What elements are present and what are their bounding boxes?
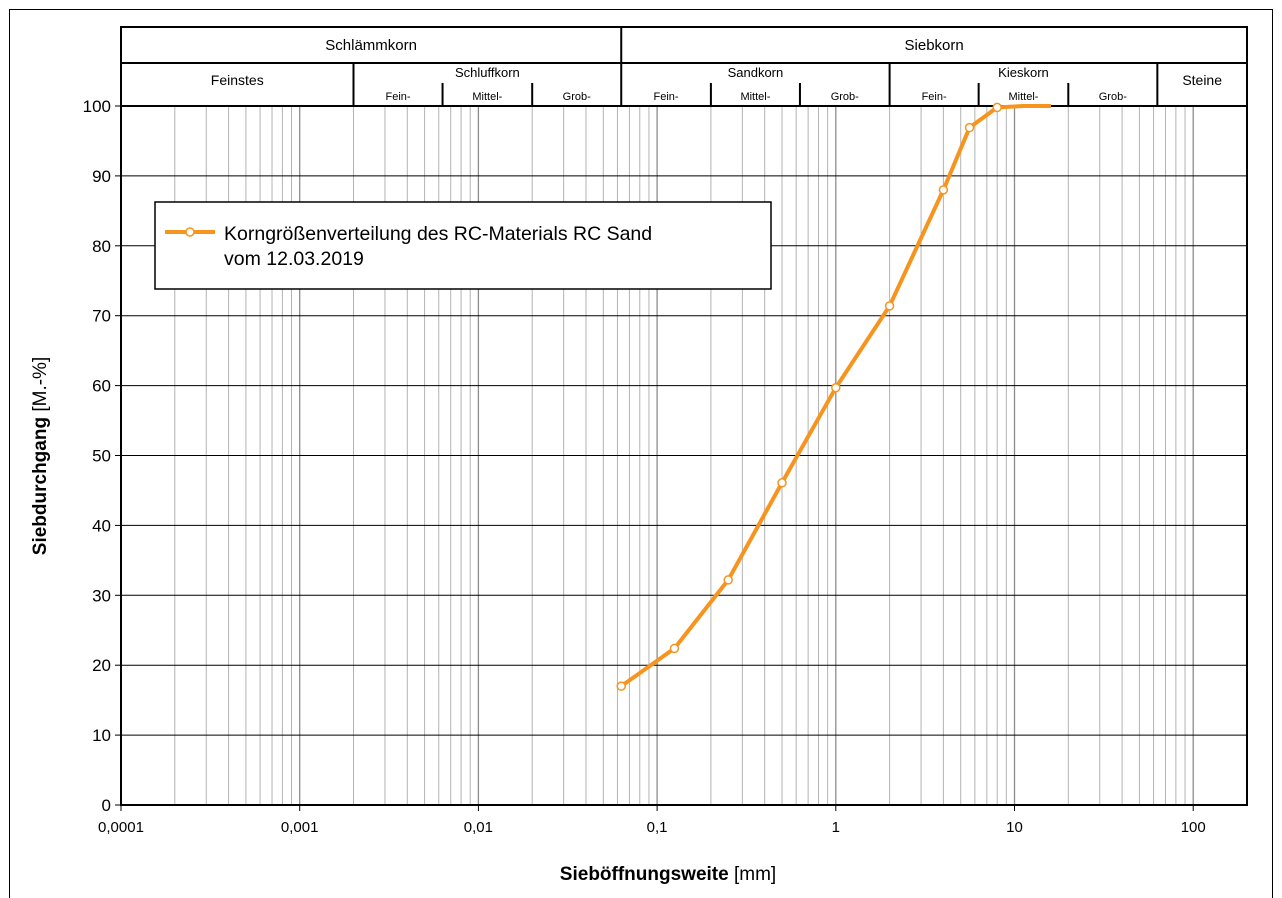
header-group-label: Steine xyxy=(1182,72,1222,88)
header-group-label: Schluffkorn xyxy=(455,65,520,80)
header-sub-label: Fein- xyxy=(922,91,947,103)
series-layer xyxy=(616,102,1051,691)
header-group-label: Feinstes xyxy=(211,72,264,88)
data-point xyxy=(777,478,787,488)
axes-layer: 0 10 20 30 40 50 60 70 80 90 100 0,0001 0,001 0,01 0,1… xyxy=(83,97,1248,836)
plot-border xyxy=(120,105,1248,806)
legend: Korngrößenverteilung des RC-Materials RC… xyxy=(154,201,772,290)
legend-box xyxy=(154,201,772,290)
data-point xyxy=(831,382,841,393)
y-tick-label: 90 xyxy=(92,167,111,186)
header-sub-label: Grob- xyxy=(563,91,591,103)
header-sub-label: Mittel- xyxy=(472,91,502,103)
header-group-label: Kieskorn xyxy=(998,65,1049,80)
header-group-label: Sandkorn xyxy=(728,65,784,80)
x-tick-label: 0,1 xyxy=(647,819,668,836)
data-point xyxy=(723,575,733,585)
y-tick-label: 100 xyxy=(83,97,111,116)
legend-label: Korngrößenverteilung des RC-Materials RC… xyxy=(224,223,652,245)
figure-frame xyxy=(9,9,1273,898)
header-top-label: Siebkorn xyxy=(905,37,964,54)
header-sub-label: Fein- xyxy=(385,91,410,103)
y-tick-label: 30 xyxy=(92,586,111,605)
y-tick-label: 60 xyxy=(92,377,111,396)
data-point xyxy=(616,681,626,691)
x-tick-label: 0,01 xyxy=(464,819,493,836)
header-sub-label: Mittel- xyxy=(740,91,770,103)
y-tick-label: 70 xyxy=(92,307,111,326)
header-sub-label: Fein- xyxy=(654,91,679,103)
legend-label: vom 12.03.2019 xyxy=(224,248,364,270)
y-axis-title: Siebdurchgang [M.-%] xyxy=(30,357,51,555)
header-sub-label: Grob- xyxy=(1099,91,1127,103)
x-tick-label: 100 xyxy=(1181,819,1206,836)
header-box xyxy=(120,26,1248,107)
data-point xyxy=(884,301,895,311)
x-axis-title: Sieböffnungsweite [mm] xyxy=(560,864,776,885)
header-sub-label: Mittel- xyxy=(1008,91,1038,103)
data-point xyxy=(669,643,680,654)
x-tick-label: 10 xyxy=(1006,819,1023,836)
header-top-label: Schlämmkorn xyxy=(325,37,417,54)
y-tick-label: 10 xyxy=(92,726,111,745)
y-tick-label: 20 xyxy=(92,656,111,675)
data-point xyxy=(992,102,1002,113)
classification-header: Schlämmkorn Siebkorn Feinstes Schluffkorn Sa… xyxy=(120,26,1248,107)
x-tick-label: 0,001 xyxy=(281,819,319,836)
y-tick-label: 0 xyxy=(102,796,111,815)
x-tick-label: 1 xyxy=(832,819,840,836)
data-point xyxy=(964,122,975,133)
data-point xyxy=(938,185,949,195)
legend-swatch-marker xyxy=(185,227,195,237)
x-tick-label: 0,0001 xyxy=(98,819,144,836)
y-tick-label: 40 xyxy=(92,516,111,535)
y-tick-label: 50 xyxy=(92,447,111,466)
y-tick-label: 80 xyxy=(92,237,111,256)
header-sub-label: Grob- xyxy=(831,91,859,103)
